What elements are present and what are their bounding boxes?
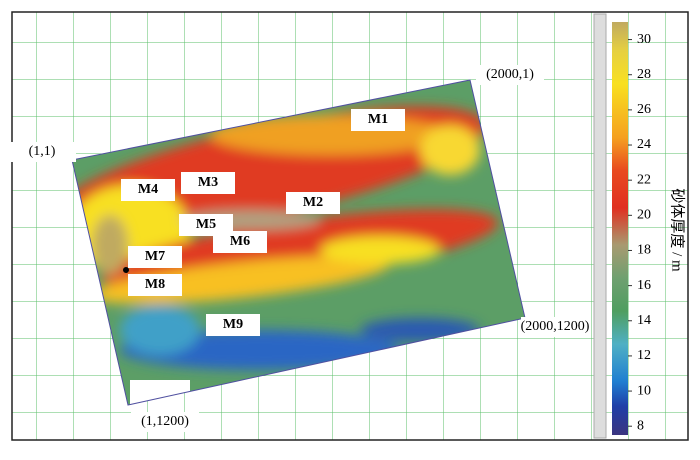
corner-label-bg [476, 65, 544, 85]
colorbar-tick-label: 16 [637, 278, 651, 293]
well-label-bg [121, 179, 175, 201]
colorbar-tick-label: 28 [637, 67, 651, 82]
well-label: M8 [145, 277, 165, 292]
well-label-bg [206, 314, 260, 336]
corner-label: (1,1) [29, 144, 56, 159]
well-label: M7 [145, 249, 165, 264]
well-label: M2 [303, 195, 323, 210]
corner-label-bg [8, 142, 76, 162]
corner-label-bg [131, 412, 199, 432]
colorbar-tick-label: 26 [637, 102, 651, 117]
corner-label-bg [521, 317, 589, 337]
colorbar-tick-label: 24 [637, 137, 651, 152]
colorbar-tick-label: 20 [637, 208, 651, 223]
well-label: M9 [223, 317, 243, 332]
well-label-bg [213, 231, 267, 253]
side-bar [593, 13, 607, 439]
well-label: M6 [230, 234, 250, 249]
colorbar-label: 砂体厚度 / m [669, 188, 686, 272]
colorbar-tick-label: 30 [637, 32, 651, 47]
corner-label: (1,1200) [141, 414, 189, 429]
colorbar [612, 22, 628, 435]
well-label-bg [181, 172, 235, 194]
well-label: M1 [368, 112, 388, 127]
well-label-bg [286, 192, 340, 214]
colorbar-tick-label: 18 [637, 243, 651, 258]
well-dot [123, 267, 129, 273]
well-label-bg [351, 109, 405, 131]
colorbar-tick-label: 14 [637, 313, 651, 328]
well-label: M3 [198, 175, 218, 190]
well-label-bg [128, 274, 182, 296]
well-label: M4 [138, 182, 158, 197]
colorbar-tick-label: 8 [637, 418, 644, 433]
well-label: M5 [196, 217, 216, 232]
colorbar-tick-label: 22 [637, 172, 651, 187]
colorbar-tick-label: 10 [637, 383, 651, 398]
well-label-bg [179, 214, 233, 236]
corner-label: (2000,1200) [521, 319, 590, 334]
colorbar-tick-label: 12 [637, 348, 651, 363]
corner-label: (2000,1) [486, 67, 534, 82]
well-label-bg [128, 246, 182, 268]
